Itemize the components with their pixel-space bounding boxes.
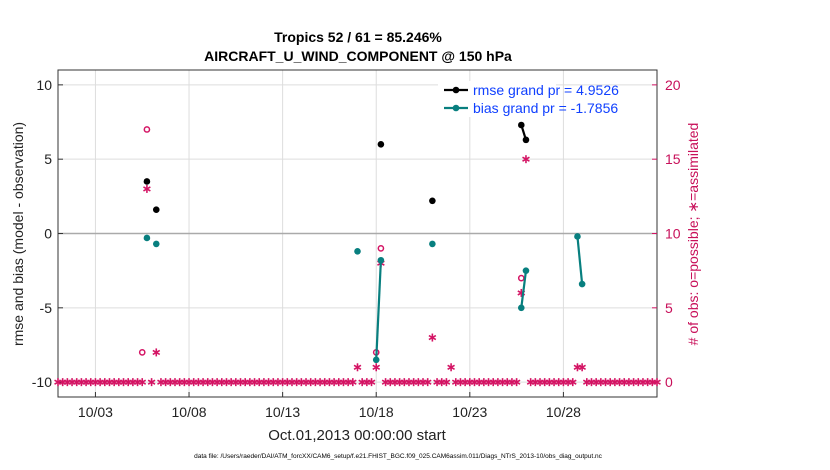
x-tick-label: 10/23 (452, 404, 487, 420)
grid-lines (58, 70, 657, 397)
y-tick-label: 10 (36, 77, 52, 93)
bias-legend-label: bias grand pr = -1.7856 (473, 100, 618, 116)
obs-assimilated-marker (522, 155, 530, 164)
legend-bg (438, 81, 556, 99)
obs-possible-marker (517, 274, 525, 282)
rmse-point (143, 178, 151, 185)
bias-point (578, 280, 586, 288)
y2-tick-label: 5 (665, 300, 673, 316)
bias-point (517, 304, 525, 312)
obs-assimilated-zero-marker (568, 378, 577, 387)
footer-data-file: data file: /Users/raeder/DAI/ATM_forcXX/… (194, 453, 603, 460)
obs-assimilated-zero-marker (367, 378, 376, 387)
obs-assimilated-zero-marker (442, 378, 451, 387)
bias-legend-marker (452, 104, 460, 112)
obs-assimilated-zero-marker (512, 378, 521, 387)
bias-line (576, 236, 584, 285)
y-tick-label: -5 (40, 300, 53, 316)
bias-point (377, 256, 385, 264)
bias-point (574, 233, 581, 240)
x-axis-label: Oct.01,2013 00:00:00 start (268, 427, 446, 444)
y2-tick-label: 0 (665, 374, 673, 390)
bias-point (429, 240, 436, 248)
rmse-point (152, 206, 160, 214)
bias-line (375, 260, 382, 360)
obs-assimilated-marker (578, 363, 586, 372)
obs-possible-marker (143, 126, 151, 133)
obs-assimilated-marker (143, 184, 151, 193)
obs-assimilated-zero-marker (348, 378, 357, 387)
rmse-legend-marker (452, 86, 460, 94)
bias-point (372, 356, 380, 364)
obs-possible-marker (138, 349, 146, 356)
y2-tick-label: 20 (665, 77, 681, 93)
rmse-point (517, 121, 525, 129)
plot-marks (54, 121, 661, 387)
rmse-legend-label: rmse grand pr = 4.9526 (473, 82, 619, 98)
y-axis-label: rmse and bias (model - observation) (10, 122, 26, 346)
obs-assimilated-zero-marker (653, 378, 661, 387)
obs-assimilated-marker (152, 348, 161, 357)
obs-assimilated-marker (353, 363, 362, 372)
rmse-point (522, 136, 530, 144)
obs-assimilated-zero-marker (147, 378, 156, 387)
obs-assimilated-marker (428, 333, 437, 342)
x-tick-label: 10/08 (172, 404, 207, 420)
y2-tick-label: 15 (665, 151, 681, 167)
bias-point (143, 234, 151, 242)
y-tick-label: 5 (44, 151, 52, 167)
chart-subtitle: AIRCRAFT_U_WIND_COMPONENT @ 150 hPa (204, 48, 512, 64)
x-tick-label: 10/28 (546, 404, 581, 420)
bias-line (520, 270, 528, 308)
axes (57, 69, 658, 398)
obs-assimilated-marker (447, 363, 455, 372)
x-tick-label: 10/18 (359, 404, 394, 420)
obs-assimilated-zero-marker (423, 378, 432, 387)
rmse-point (377, 141, 385, 148)
legend: rmse grand pr = 4.9526 bias grand pr = -1… (438, 81, 619, 117)
x-tick-label: 10/03 (78, 404, 113, 420)
bias-point (354, 248, 361, 255)
rmse-point (429, 197, 436, 205)
tick-labels: 10/03 10/08 10/13 10/18 10/23 10/28 10 5 0 -5 -10 2… (32, 77, 681, 420)
obs-assimilated-marker (573, 363, 582, 372)
obs-possible-marker (377, 245, 385, 252)
obs-assimilated-marker (372, 363, 381, 372)
chart-title: Tropics 52 / 61 = 85.246% (274, 29, 442, 45)
bias-point (152, 240, 160, 248)
y2-tick-label: 10 (665, 226, 681, 242)
y2-axis-label: # of obs: o=possible; ∗=assimilated (685, 123, 701, 346)
obs-assimilated-zero-marker (138, 378, 147, 387)
y-tick-label: -10 (32, 374, 52, 390)
y-tick-label: 0 (44, 226, 52, 242)
legend-bg (438, 99, 556, 117)
bias-point (522, 267, 530, 274)
x-tick-label: 10/13 (265, 404, 300, 420)
